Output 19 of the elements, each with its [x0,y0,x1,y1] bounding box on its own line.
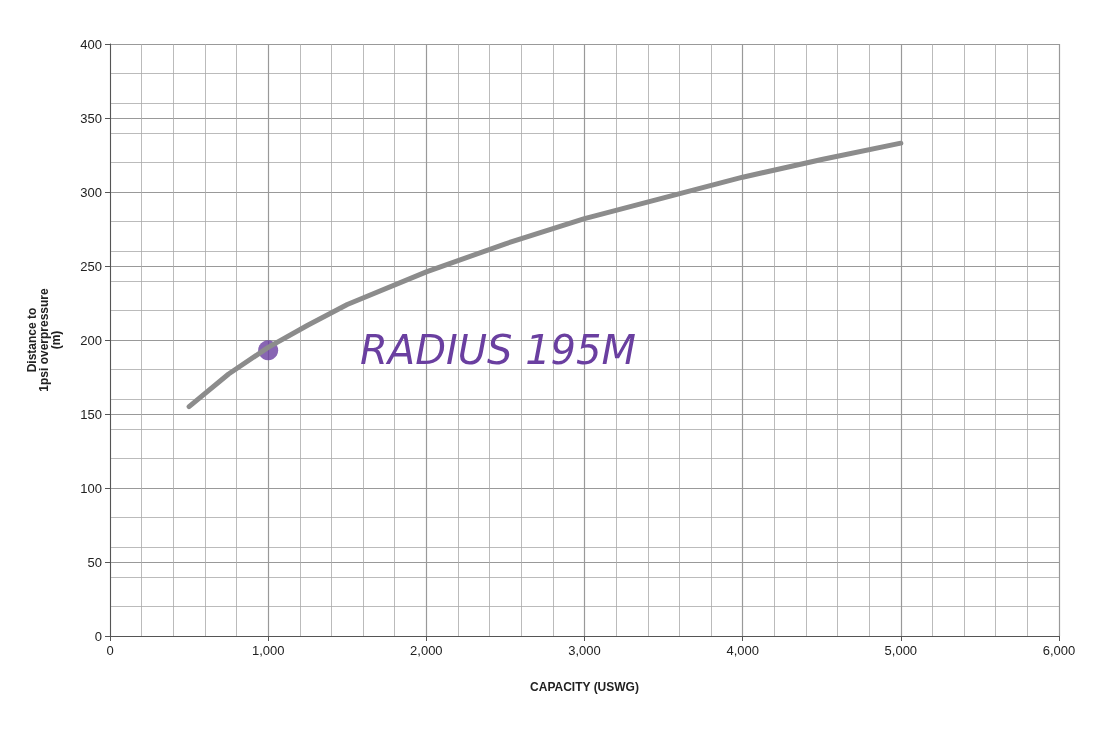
y-tick-label: 300 [80,184,102,200]
y-tick-label: 350 [80,110,102,126]
x-tick-label: 4,000 [726,643,759,658]
annotation: RADIUS 195M [360,327,636,373]
y-tick-label: 100 [80,480,102,496]
x-tick-label: 2,000 [410,643,443,658]
y-tick-label: 50 [87,554,102,570]
y-tick-label: 200 [80,332,102,348]
x-tick-label: 5,000 [884,643,918,658]
y-tick-label: 250 [80,258,102,274]
x-tick-label: 1,000 [251,643,285,658]
y-tick-label: 150 [80,406,102,422]
x-tick-label: 0 [106,643,114,658]
y-tick-label: 400 [80,36,102,52]
x-axis-title: CAPACITY (USWG) [530,680,639,694]
y-axis-title: Distance to 1psi overpressure (m) [25,287,63,392]
x-tick-label: 6,000 [1042,643,1076,658]
x-tick-label: 3,000 [568,643,601,658]
y-tick-label: 0 [94,628,102,644]
